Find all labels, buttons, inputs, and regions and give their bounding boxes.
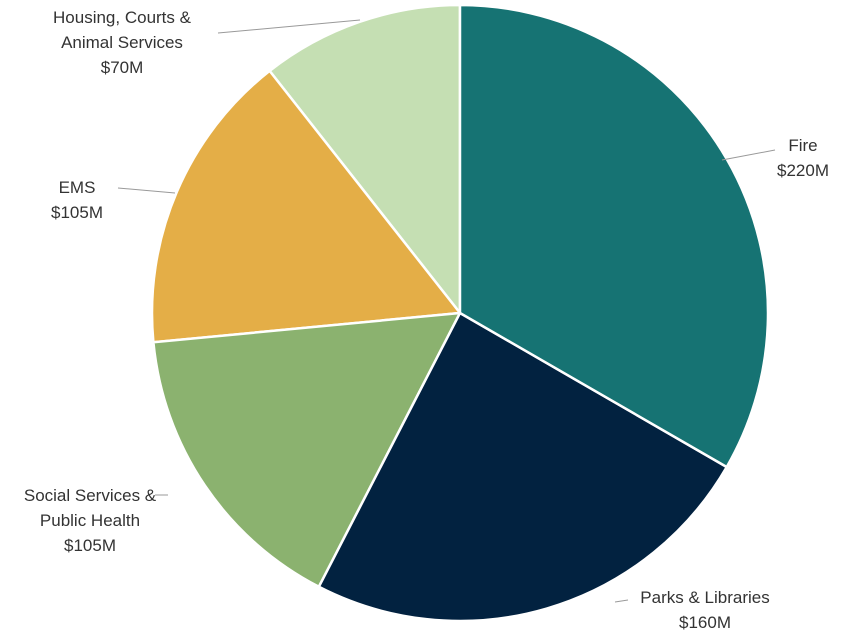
value-label: $105M [51,203,103,222]
leader-line [117,187,176,194]
category-label: EMS [58,178,96,197]
leader-line [217,19,361,34]
slice-label: EMS $105M [27,175,127,225]
slice-label: Social Services & Public Health $105M [5,483,175,558]
slice [152,311,463,589]
category-label: Social Services & Public Health [23,486,157,530]
slice-label: Fire $220M [743,133,846,183]
category-label: Housing, Courts & Animal Services [53,8,191,52]
slice-label: Housing, Courts & Animal Services $70M [27,5,217,80]
slice-label: Parks & Libraries $160M [605,585,805,635]
value-label: $220M [777,161,829,180]
value-label: $70M [100,58,144,77]
slice [150,69,463,344]
value-label: $160M [679,613,731,632]
leader-line [614,599,629,603]
category-label: Fire [788,136,818,155]
slice [267,3,462,317]
leader-line [721,149,776,161]
category-label: Parks & Libraries [640,588,770,607]
slice [317,311,729,623]
value-label: $105M [64,536,116,555]
